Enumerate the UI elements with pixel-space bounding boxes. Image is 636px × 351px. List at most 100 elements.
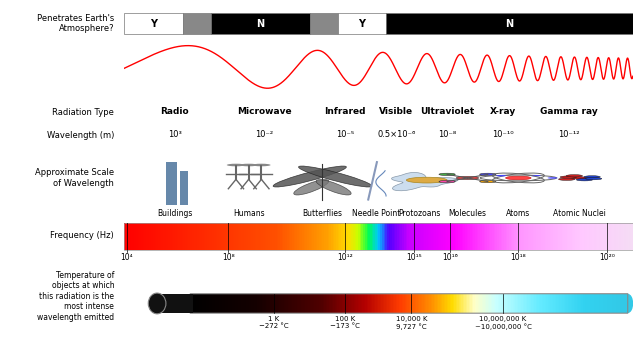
Bar bbox=[355, 294, 357, 313]
Bar bbox=[251, 294, 253, 313]
Bar bbox=[371, 224, 373, 250]
Bar bbox=[487, 224, 489, 250]
Bar bbox=[602, 224, 604, 250]
Bar bbox=[361, 294, 363, 313]
Bar bbox=[315, 224, 317, 250]
Bar bbox=[565, 224, 567, 250]
Bar bbox=[611, 224, 612, 250]
Bar bbox=[625, 294, 626, 313]
Bar bbox=[600, 294, 602, 313]
Bar bbox=[358, 294, 359, 313]
Bar bbox=[195, 224, 197, 250]
Bar bbox=[487, 294, 488, 313]
Bar bbox=[324, 224, 326, 250]
Bar bbox=[563, 224, 565, 250]
Bar bbox=[177, 224, 179, 250]
Bar bbox=[144, 224, 146, 250]
Bar bbox=[401, 224, 403, 250]
Bar bbox=[603, 294, 605, 313]
Circle shape bbox=[496, 175, 506, 177]
Bar bbox=[435, 294, 437, 313]
Bar bbox=[219, 224, 221, 250]
Bar bbox=[539, 294, 541, 313]
Bar bbox=[268, 294, 269, 313]
Bar bbox=[580, 224, 582, 250]
Circle shape bbox=[240, 164, 258, 166]
Bar bbox=[524, 294, 526, 313]
Bar bbox=[377, 294, 378, 313]
Bar bbox=[488, 294, 490, 313]
Bar bbox=[404, 224, 406, 250]
Bar bbox=[272, 294, 273, 313]
Bar bbox=[280, 224, 282, 250]
Bar bbox=[553, 294, 555, 313]
Bar bbox=[546, 294, 548, 313]
Bar bbox=[233, 224, 235, 250]
Text: 10⁻¹⁰: 10⁻¹⁰ bbox=[492, 131, 514, 139]
Bar bbox=[505, 294, 507, 313]
Bar bbox=[562, 224, 563, 250]
Bar bbox=[240, 294, 242, 313]
Bar bbox=[170, 224, 172, 250]
Bar bbox=[289, 294, 291, 313]
Bar bbox=[597, 224, 599, 250]
Bar bbox=[591, 294, 593, 313]
Bar bbox=[237, 294, 238, 313]
Bar bbox=[193, 224, 195, 250]
Bar bbox=[517, 294, 518, 313]
Bar bbox=[522, 294, 523, 313]
Bar bbox=[434, 224, 436, 250]
Bar bbox=[621, 224, 623, 250]
Bar bbox=[441, 224, 443, 250]
Bar bbox=[234, 294, 235, 313]
Text: Ultraviolet: Ultraviolet bbox=[420, 107, 474, 116]
Bar bbox=[585, 224, 587, 250]
Bar bbox=[613, 294, 615, 313]
Bar bbox=[167, 224, 169, 250]
Bar bbox=[346, 224, 348, 250]
Bar bbox=[425, 294, 427, 313]
Bar bbox=[609, 224, 611, 250]
Bar bbox=[540, 294, 542, 313]
Bar bbox=[250, 294, 252, 313]
Bar bbox=[228, 294, 230, 313]
Bar bbox=[482, 294, 483, 313]
Bar bbox=[222, 294, 224, 313]
Bar bbox=[134, 224, 136, 250]
Bar bbox=[310, 294, 312, 313]
Bar bbox=[321, 294, 323, 313]
Bar bbox=[421, 224, 423, 250]
Bar bbox=[226, 294, 228, 313]
Bar bbox=[474, 294, 476, 313]
Bar bbox=[208, 294, 209, 313]
Bar bbox=[609, 294, 611, 313]
Text: N: N bbox=[256, 19, 264, 29]
Bar bbox=[338, 13, 386, 34]
Bar bbox=[193, 294, 195, 313]
Bar bbox=[333, 224, 335, 250]
Bar bbox=[398, 294, 399, 313]
Bar bbox=[459, 294, 460, 313]
Bar bbox=[417, 224, 419, 250]
Bar bbox=[178, 224, 180, 250]
Bar bbox=[604, 294, 606, 313]
Bar bbox=[360, 224, 362, 250]
Bar bbox=[256, 224, 258, 250]
Bar bbox=[406, 224, 408, 250]
Bar bbox=[590, 224, 592, 250]
Text: 10³: 10³ bbox=[168, 131, 182, 139]
Bar bbox=[543, 224, 545, 250]
Bar bbox=[470, 294, 472, 313]
Bar bbox=[462, 294, 463, 313]
Bar bbox=[254, 224, 256, 250]
Bar bbox=[594, 294, 596, 313]
Bar bbox=[355, 224, 357, 250]
Bar bbox=[142, 224, 144, 250]
Bar bbox=[205, 224, 207, 250]
Bar bbox=[558, 294, 560, 313]
Bar bbox=[315, 294, 317, 313]
Bar bbox=[263, 294, 265, 313]
Bar bbox=[215, 294, 217, 313]
Bar bbox=[380, 224, 382, 250]
Bar bbox=[508, 224, 509, 250]
